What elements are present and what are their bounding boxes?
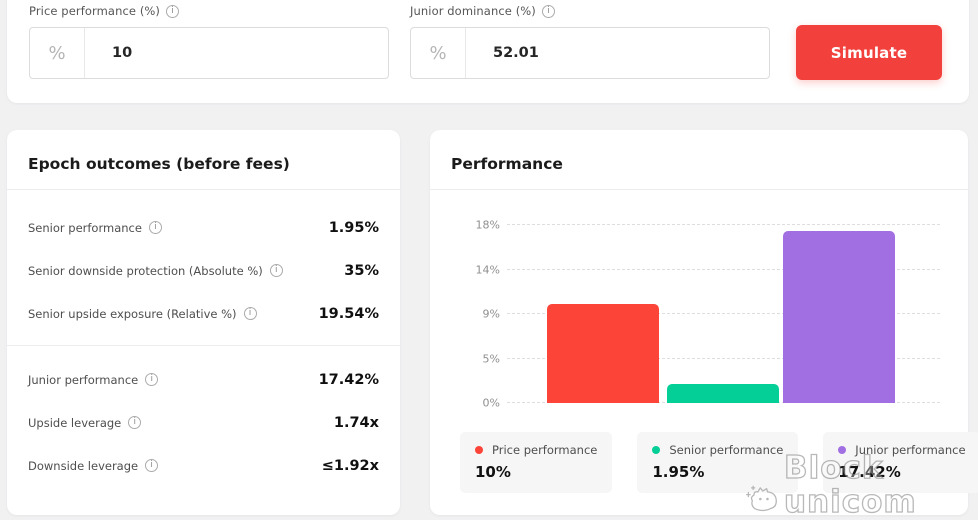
stat-label-text: Upside leverage [28,415,122,430]
legend-card-price-performance: Price performance 10% [460,432,613,493]
percent-icon: % [30,28,85,78]
bar-senior-performance [667,383,779,403]
info-icon[interactable]: i [269,264,283,277]
legend-dot-purple [838,446,847,454]
info-icon[interactable]: i [243,307,257,320]
legend-value: 17.42% [838,463,901,481]
legend-dot-red [475,446,483,454]
info-icon[interactable]: i [145,459,159,472]
stat-value: 19.54% [318,305,379,322]
gridline: 9% [483,308,940,321]
stat-label: Upside leverage i [28,415,142,430]
bar-junior-performance [783,230,895,403]
legend-dot-green [652,446,661,454]
price-performance-input[interactable] [85,28,388,78]
epoch-outcomes-panel: Epoch outcomes (before fees) Senior perf… [7,130,400,515]
y-tick-label: 9% [482,307,500,321]
legend-entry: Junior performance [838,443,966,457]
stat-row-senior-downside-protection: Senior downside protection (Absolute %) … [28,249,379,292]
y-tick-label: 14% [475,263,500,276]
chart-plot: 0% 5% 9% 14% 18% [476,219,940,410]
legend-card-senior-performance: Senior performance 1.95% [637,432,799,493]
price-performance-input-box: % [29,27,389,79]
performance-title: Performance [451,155,563,173]
outcomes-group-junior: Junior performance i 17.42% Upside lever… [7,346,400,487]
stat-label-text: Senior performance [28,220,142,235]
stat-row-downside-leverage: Downside leverage i ≤1.92x [28,444,379,487]
stat-label: Senior downside protection (Absolute %) … [28,264,283,278]
legend-label: Junior performance [855,443,966,457]
junior-dominance-label: Junior dominance (%) i [410,4,555,18]
stat-label-text: Senior upside exposure (Relative %) [28,306,237,321]
info-icon[interactable]: i [148,221,162,234]
stat-value: 17.42% [318,371,379,388]
gridline: 14% [476,263,940,276]
stat-value: 35% [344,262,379,279]
stat-row-junior-performance: Junior performance i 17.42% [28,358,379,401]
y-tick-label: 5% [482,352,500,365]
price-performance-label: Price performance (%) i [29,4,180,18]
divider [7,345,400,346]
stat-value: 1.95% [328,219,379,236]
legend-label: Price performance [492,443,598,457]
legend-value: 1.95% [652,463,705,481]
legend-entry: Senior performance [652,443,783,457]
info-icon[interactable]: i [166,4,180,18]
percent-icon: % [411,28,466,78]
divider [430,189,968,190]
bar-price-performance [547,304,659,403]
y-tick-label: 18% [475,218,500,232]
junior-dominance-input[interactable] [466,28,769,78]
divider [7,189,400,190]
simulate-button[interactable]: Simulate [796,25,942,80]
simulation-toolbar: Price performance (%) i % Junior dominan… [7,0,969,103]
performance-panel: Performance 0% 5% 9% 14% 18% Price performan… [430,130,978,515]
price-performance-label-text: Price performance (%) [29,4,161,18]
stat-label-text: Downside leverage [28,458,139,473]
y-tick-label: 0% [482,396,500,410]
stat-label: Junior performance i [28,372,159,387]
stat-value: ≤1.92x [321,457,379,474]
gridline: 5% [483,352,940,365]
legend-card-junior-performance: Junior performance 17.42% [823,432,978,493]
gridline: 18% [476,219,940,232]
stat-label: Senior upside exposure (Relative %) i [28,307,257,321]
stat-value: 1.74x [333,414,379,431]
stat-row-senior-upside-exposure: Senior upside exposure (Relative %) i 19… [28,292,379,335]
stat-label: Downside leverage i [28,458,159,473]
stat-label: Senior performance i [28,221,162,235]
info-icon[interactable]: i [145,373,159,386]
legend-label: Senior performance [669,443,784,457]
stat-label-text: Senior downside protection (Absolute %) [28,263,263,278]
junior-dominance-label-text: Junior dominance (%) [410,4,536,18]
stat-label-text: Junior performance [28,372,139,387]
info-icon[interactable]: i [128,416,142,429]
epoch-outcomes-title: Epoch outcomes (before fees) [28,155,290,173]
outcomes-group-senior: Senior performance i 1.95% Senior downsi… [7,190,400,335]
chart-legend: Price performance 10% Senior performance… [460,432,978,493]
stat-row-senior-performance: Senior performance i 1.95% [28,206,379,249]
legend-value: 10% [475,463,511,481]
junior-dominance-input-box: % [410,27,770,79]
legend-entry: Price performance [475,443,597,457]
info-icon[interactable]: i [541,4,555,18]
stat-row-upside-leverage: Upside leverage i 1.74x [28,401,379,444]
